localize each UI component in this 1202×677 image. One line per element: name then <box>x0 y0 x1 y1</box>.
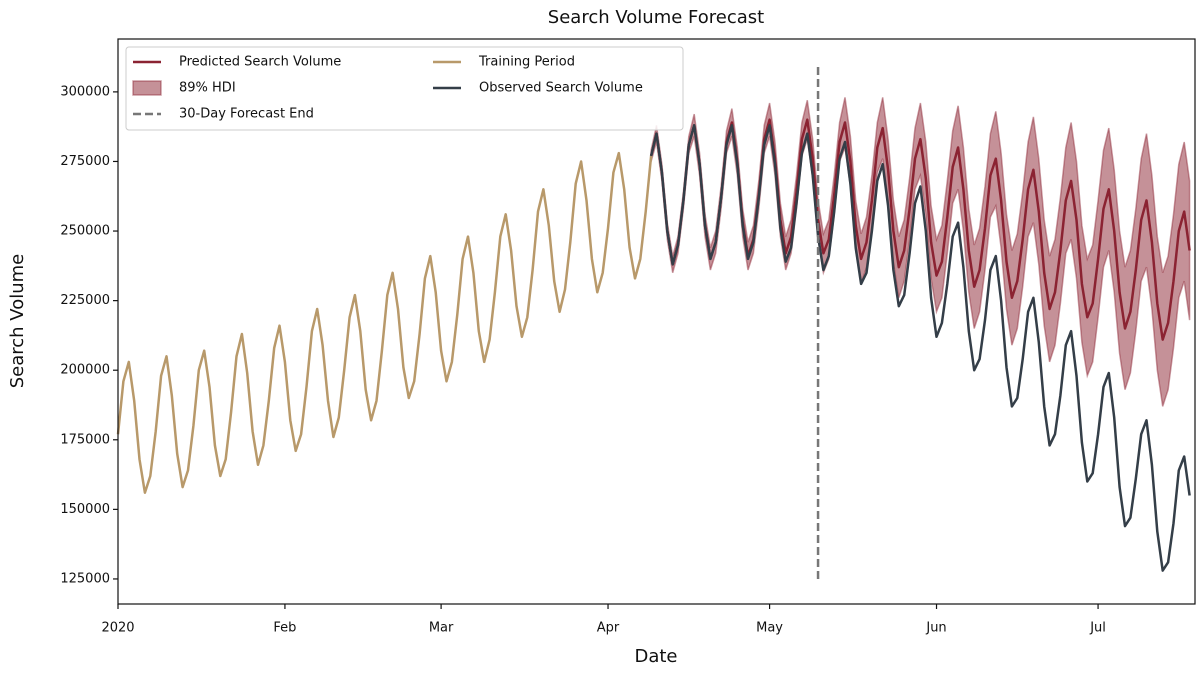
y-tick-label: 225000 <box>60 293 110 308</box>
x-tick-label: Jun <box>925 621 946 636</box>
y-tick-label: 125000 <box>60 571 110 586</box>
y-tick-label: 150000 <box>60 502 110 517</box>
x-tick-label: Jul <box>1089 621 1106 636</box>
y-axis-label: Search Volume <box>7 254 28 389</box>
legend-label: 30-Day Forecast End <box>179 107 314 122</box>
y-tick-label: 175000 <box>60 432 110 447</box>
chart-title: Search Volume Forecast <box>548 7 764 28</box>
x-tick-label: Apr <box>597 621 620 636</box>
legend-label: 89% HDI <box>179 81 236 96</box>
legend-label: Predicted Search Volume <box>179 55 341 70</box>
y-tick-label: 200000 <box>60 363 110 378</box>
legend-box <box>125 46 684 131</box>
y-tick-label: 300000 <box>60 84 110 99</box>
x-tick-label: Mar <box>429 621 454 636</box>
x-tick-label: May <box>756 621 783 636</box>
legend-swatch <box>132 80 162 96</box>
x-axis-label: Date <box>634 646 677 667</box>
plot-frame <box>117 38 1196 605</box>
x-tick-label: Feb <box>273 621 296 636</box>
x-tick-label: 2020 <box>101 621 134 636</box>
series-line <box>649 124 1191 572</box>
y-tick-label: 275000 <box>60 154 110 169</box>
series-line <box>116 151 653 494</box>
legend-label: Observed Search Volume <box>479 81 643 96</box>
y-tick-label: 250000 <box>60 224 110 239</box>
legend-label: Training Period <box>478 55 575 70</box>
